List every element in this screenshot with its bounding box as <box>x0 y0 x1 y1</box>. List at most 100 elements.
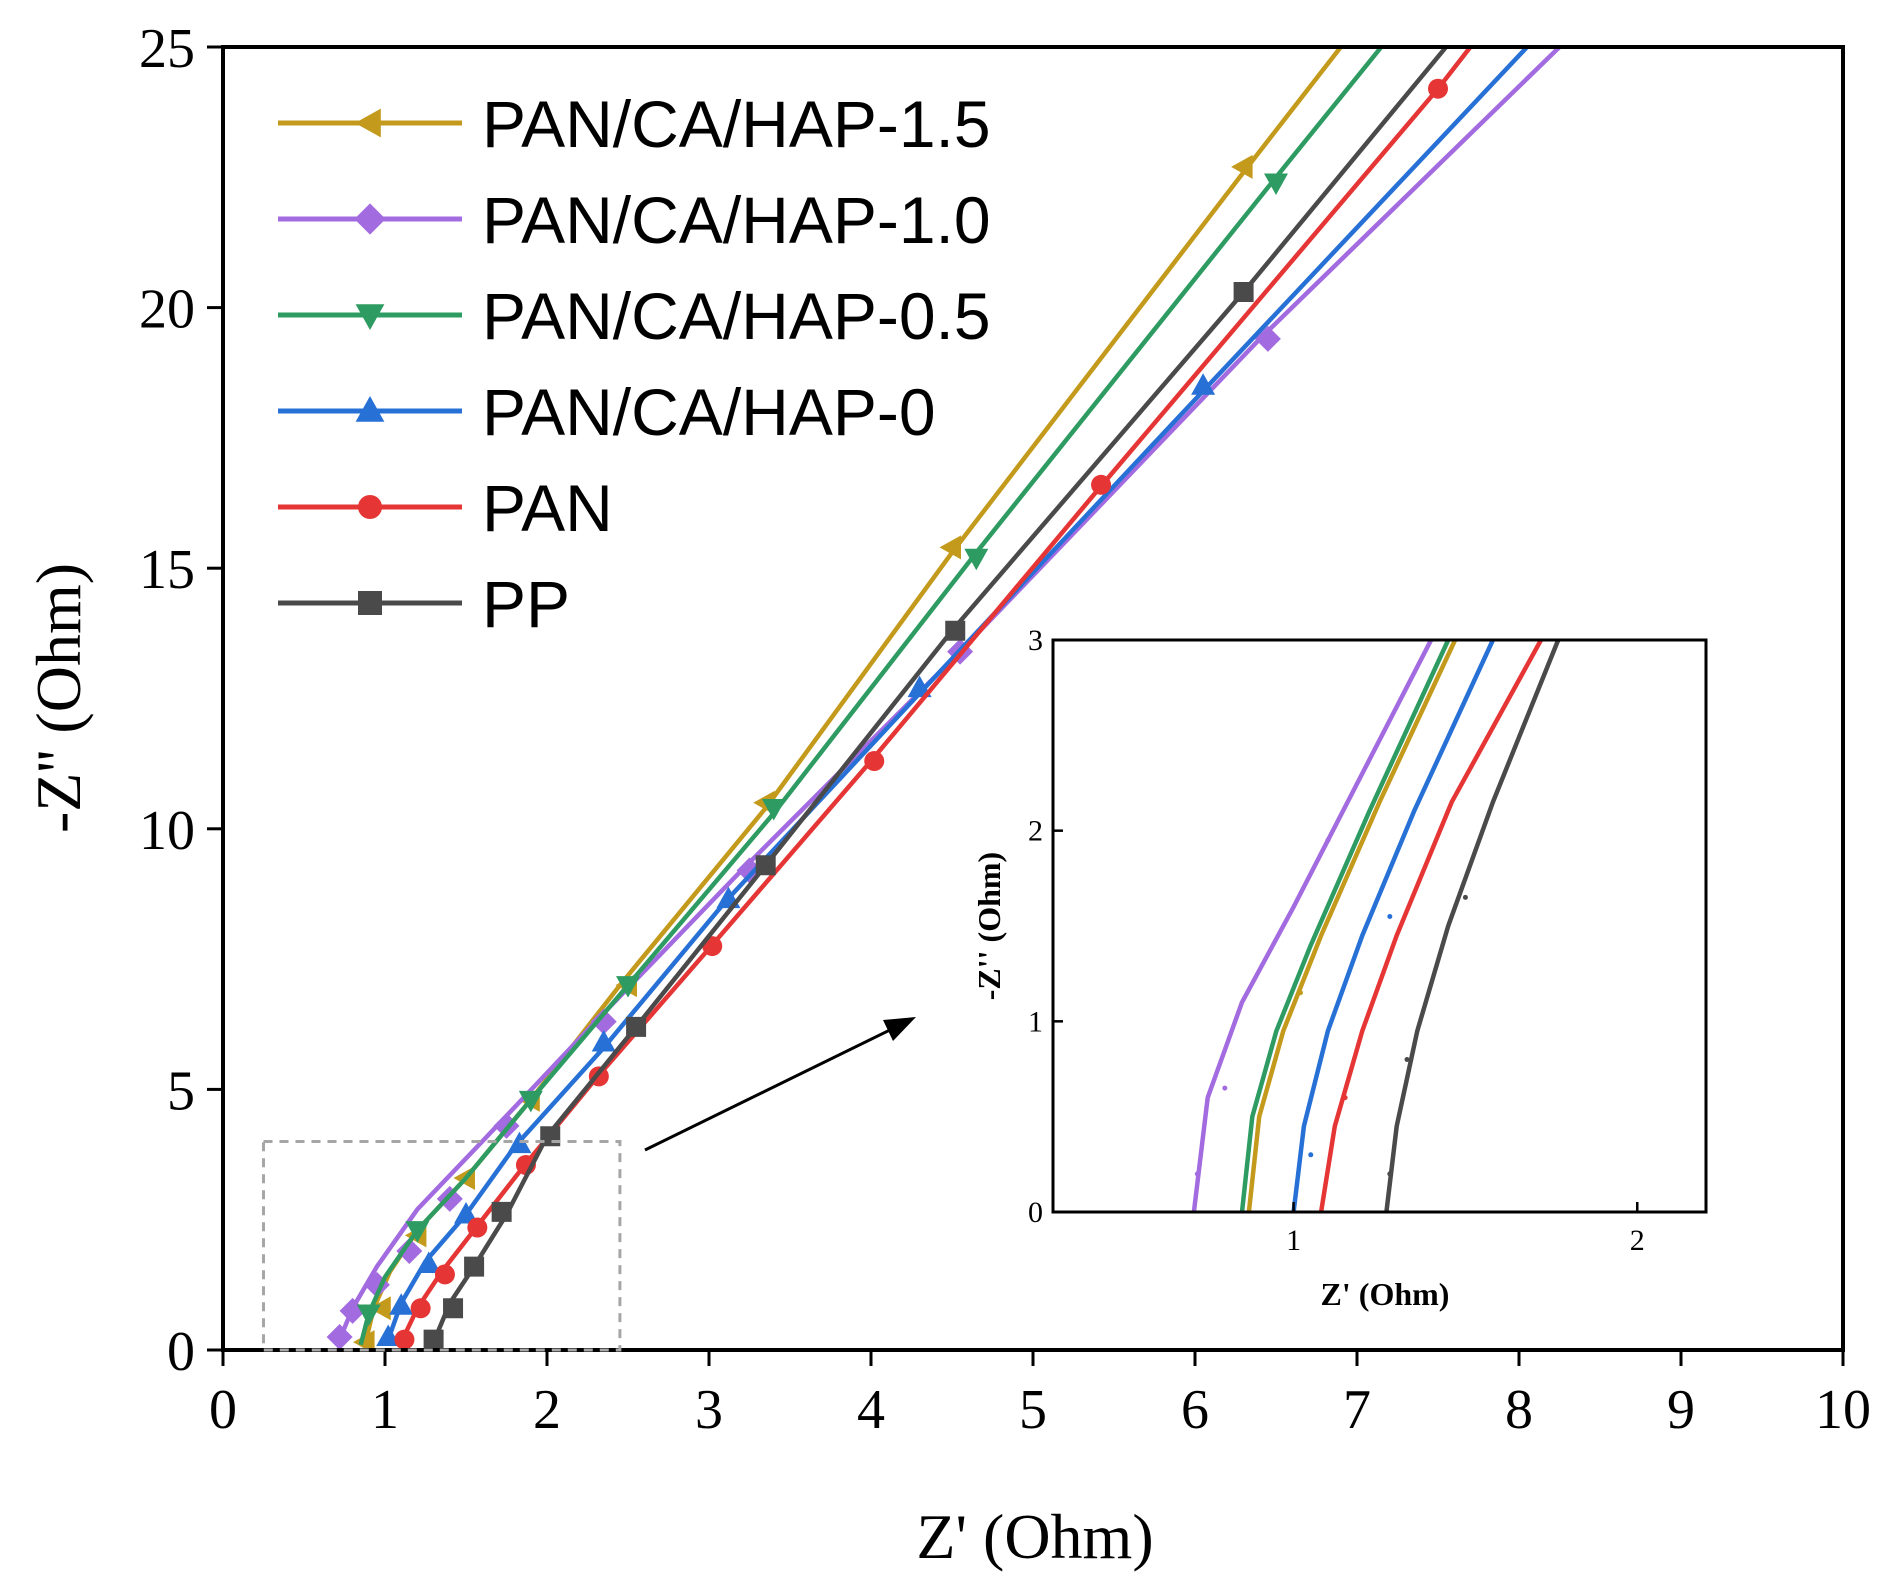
legend-label: PAN/CA/HAP-0 <box>482 375 936 449</box>
legend-label: PP <box>482 567 570 641</box>
data-point <box>507 1131 532 1154</box>
inset-series-pan-ca-hap-1-5 <box>1246 640 1458 1212</box>
series-line <box>386 47 1529 1341</box>
main-plot-series <box>326 47 1562 1350</box>
data-point <box>1264 173 1288 196</box>
data-point <box>761 798 786 821</box>
series-line <box>431 47 1448 1344</box>
inset-series-pp <box>1384 640 1561 1212</box>
data-point <box>467 1217 488 1238</box>
x-tick-label: 3 <box>695 1379 723 1441</box>
x-tick-label: 10 <box>1815 1379 1871 1441</box>
inset-x-tick-label: 1 <box>1286 1224 1301 1257</box>
inset-data-point <box>1462 894 1468 900</box>
legend-item-pan-ca-hap-0-5: PAN/CA/HAP-0.5 <box>278 279 991 353</box>
x-tick-label: 1 <box>371 1379 399 1441</box>
data-point <box>356 1304 381 1327</box>
data-point <box>1231 154 1253 179</box>
data-point <box>1428 78 1448 99</box>
inset-data-point <box>1325 837 1331 843</box>
data-point <box>396 1237 423 1264</box>
legend-item-pan-ca-hap-1-0: PAN/CA/HAP-1.0 <box>278 183 991 257</box>
legend-label: PAN/CA/HAP-1.5 <box>482 87 991 161</box>
data-point <box>540 1126 561 1147</box>
y-tick-label: 20 <box>139 279 195 341</box>
legend-marker <box>355 396 385 422</box>
x-tick-label: 5 <box>1019 1379 1047 1441</box>
data-point <box>394 1329 415 1350</box>
series-pan-ca-hap-0-5 <box>356 47 1384 1346</box>
data-point <box>410 1298 431 1319</box>
inset-series-line <box>1318 640 1543 1212</box>
inset-data-point <box>1297 990 1303 996</box>
x-tick-label: 6 <box>1181 1379 1209 1441</box>
x-axis-title: Z' (Ohm) <box>916 1501 1153 1572</box>
data-point <box>339 1297 366 1324</box>
legend-label: PAN/CA/HAP-0.5 <box>482 279 991 353</box>
data-point <box>964 548 989 571</box>
inset-series-pan-ca-hap-1-0 <box>1191 640 1434 1212</box>
inset-plot-series <box>1191 640 1561 1212</box>
legend-marker <box>358 591 382 615</box>
data-point <box>416 1251 441 1274</box>
data-point <box>616 976 640 998</box>
data-point <box>907 675 932 698</box>
data-point <box>423 1329 444 1350</box>
inset-series-line <box>1384 640 1561 1212</box>
data-point <box>369 1296 391 1321</box>
data-point <box>434 1264 455 1285</box>
inset-data-point <box>1194 1171 1200 1177</box>
inset-data-point <box>1387 913 1393 919</box>
data-point <box>626 1016 647 1037</box>
data-point <box>443 1298 464 1319</box>
x-tick-label: 2 <box>533 1379 561 1441</box>
data-point <box>755 855 776 876</box>
y-tick-label: 25 <box>139 18 195 80</box>
inset-data-point <box>1308 1152 1314 1158</box>
data-point <box>864 751 885 772</box>
zoom-region-box <box>262 1140 622 1352</box>
y-tick-label: 15 <box>139 539 195 601</box>
inset-data-point <box>1404 1056 1410 1062</box>
inset-data-point <box>1387 1171 1393 1177</box>
series-pan-ca-hap-0 <box>376 47 1529 1346</box>
data-point <box>326 1323 353 1350</box>
x-tick-label: 4 <box>857 1379 885 1441</box>
inset-y-axis-title: -Z'' (Ohm) <box>971 852 1007 1000</box>
x-tick-label: 0 <box>209 1379 237 1441</box>
y-axis-title: -Z'' (Ohm) <box>23 563 94 833</box>
data-point <box>590 1008 617 1035</box>
inset-y-tick-label: 3 <box>1028 624 1043 657</box>
inset-y-tick-label: 2 <box>1028 815 1043 848</box>
inset-data-point <box>1342 1095 1348 1101</box>
data-point <box>376 1324 401 1346</box>
inset-series-line <box>1191 640 1434 1212</box>
data-point <box>518 1090 543 1113</box>
inset-series-line <box>1239 640 1451 1212</box>
inset-series-pan <box>1318 640 1543 1212</box>
legend-item-pan: PAN <box>278 471 613 545</box>
y-tick-label: 0 <box>167 1321 195 1383</box>
legend-marker <box>358 495 382 519</box>
legend-label: PAN <box>482 471 613 545</box>
legend-item-pan-ca-hap-1-5: PAN/CA/HAP-1.5 <box>278 87 991 161</box>
x-tick-label: 9 <box>1667 1379 1695 1441</box>
data-point <box>454 1201 478 1224</box>
legend-marker <box>354 203 386 235</box>
inset-series-line <box>1246 640 1458 1212</box>
inset-y-tick-label: 0 <box>1028 1196 1043 1229</box>
data-point <box>389 1293 414 1315</box>
data-point <box>945 620 966 641</box>
legend-label: PAN/CA/HAP-1.0 <box>482 183 991 257</box>
inset-series-pan-ca-hap-0-5 <box>1239 640 1451 1212</box>
data-point <box>1191 373 1216 395</box>
y-tick-label: 10 <box>139 800 195 862</box>
data-point <box>939 535 961 560</box>
series-pp <box>423 47 1448 1350</box>
data-point <box>405 1221 430 1243</box>
legend-item-pan-ca-hap-0: PAN/CA/HAP-0 <box>278 375 936 449</box>
data-point <box>591 1029 616 1052</box>
inset-background <box>1053 640 1706 1212</box>
